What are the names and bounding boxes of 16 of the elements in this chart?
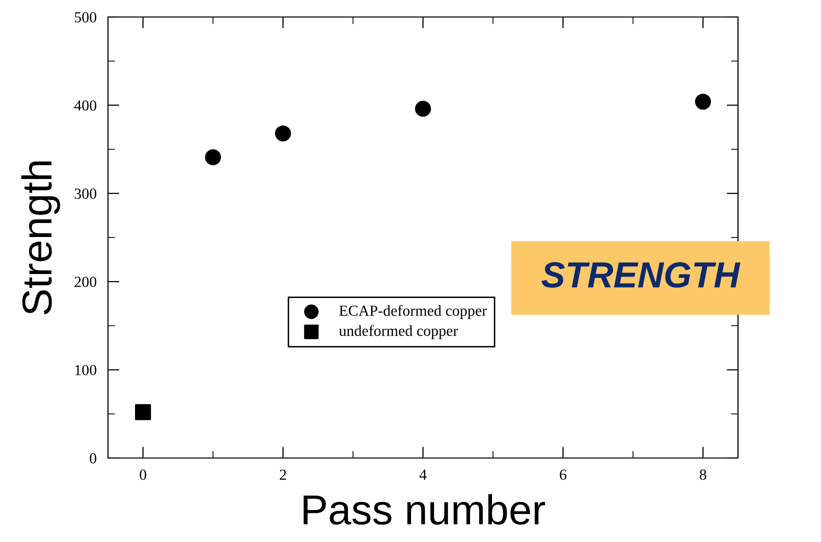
legend-label: ECAP-deformed copper — [339, 304, 487, 319]
x-tick-label: 2 — [280, 470, 286, 480]
y-tick-label: 0 — [90, 453, 96, 464]
y-tick-label: 100 — [75, 364, 96, 376]
y-tick-label: 300 — [74, 188, 96, 199]
x-tick-label: 4 — [419, 470, 427, 480]
x-tick-label: 0 — [140, 470, 146, 480]
x-tick-label: 6 — [560, 470, 566, 480]
legend-label: undeformed copper — [339, 325, 458, 340]
x-axis-title: Pass number — [304, 494, 546, 525]
y-tick-label: 400 — [74, 100, 96, 111]
annotation: STRENGTH — [542, 262, 740, 288]
y-axis-title: Strength — [21, 161, 60, 314]
y-tick-label: 200 — [74, 276, 96, 288]
y-tick-label: 500 — [74, 12, 96, 22]
x-tick-label: 8 — [700, 470, 706, 480]
